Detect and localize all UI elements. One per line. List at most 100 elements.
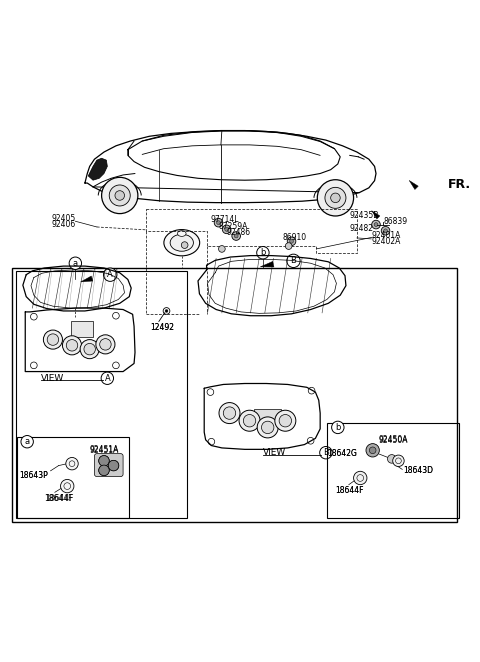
Text: 12492: 12492 bbox=[150, 322, 174, 332]
Text: 18642G: 18642G bbox=[327, 449, 357, 458]
Text: b: b bbox=[335, 423, 340, 432]
Text: 92450A: 92450A bbox=[378, 436, 408, 446]
Circle shape bbox=[374, 222, 378, 226]
Bar bbox=[12, 267, 457, 522]
Ellipse shape bbox=[164, 230, 200, 256]
Circle shape bbox=[223, 407, 236, 419]
Bar bbox=[16, 271, 187, 518]
Polygon shape bbox=[81, 276, 93, 282]
Circle shape bbox=[69, 257, 82, 269]
Circle shape bbox=[62, 336, 82, 355]
Circle shape bbox=[289, 240, 293, 243]
Circle shape bbox=[257, 417, 278, 438]
Circle shape bbox=[285, 243, 292, 250]
Text: 18643P: 18643P bbox=[19, 471, 48, 480]
Text: 92486: 92486 bbox=[227, 228, 251, 237]
Circle shape bbox=[47, 334, 59, 346]
Ellipse shape bbox=[170, 234, 193, 252]
Circle shape bbox=[384, 229, 387, 232]
Text: 18644F: 18644F bbox=[336, 487, 364, 495]
Polygon shape bbox=[372, 211, 380, 219]
Text: A: A bbox=[105, 374, 110, 383]
Text: 92405: 92405 bbox=[51, 214, 76, 223]
Circle shape bbox=[369, 447, 376, 453]
Circle shape bbox=[100, 339, 111, 350]
Circle shape bbox=[99, 465, 109, 475]
Circle shape bbox=[109, 185, 130, 206]
Text: 92450A: 92450A bbox=[378, 436, 408, 444]
Text: 18644F: 18644F bbox=[45, 495, 74, 504]
Circle shape bbox=[60, 479, 74, 493]
Circle shape bbox=[262, 421, 274, 434]
Ellipse shape bbox=[178, 230, 186, 236]
Circle shape bbox=[381, 226, 390, 235]
Text: 86910: 86910 bbox=[283, 234, 307, 242]
Circle shape bbox=[234, 234, 238, 238]
Circle shape bbox=[111, 463, 116, 469]
Polygon shape bbox=[260, 261, 274, 267]
Circle shape bbox=[66, 340, 78, 351]
Text: 97714L: 97714L bbox=[210, 215, 239, 224]
Text: 92401A: 92401A bbox=[371, 231, 401, 240]
Text: B: B bbox=[323, 448, 329, 457]
Circle shape bbox=[104, 268, 117, 281]
Text: 92406: 92406 bbox=[51, 220, 76, 228]
Circle shape bbox=[21, 436, 34, 448]
Circle shape bbox=[96, 335, 115, 354]
Circle shape bbox=[225, 228, 228, 231]
Circle shape bbox=[366, 444, 379, 457]
Text: 86839: 86839 bbox=[383, 216, 408, 226]
Text: B: B bbox=[290, 256, 296, 265]
FancyBboxPatch shape bbox=[95, 453, 123, 477]
Circle shape bbox=[108, 460, 119, 471]
Circle shape bbox=[101, 372, 114, 385]
Circle shape bbox=[287, 237, 296, 246]
Text: a: a bbox=[73, 259, 78, 267]
Text: 18643P: 18643P bbox=[20, 471, 48, 480]
Circle shape bbox=[279, 414, 291, 427]
Circle shape bbox=[222, 225, 231, 234]
Polygon shape bbox=[409, 181, 418, 189]
Text: a: a bbox=[24, 437, 30, 446]
Circle shape bbox=[115, 191, 124, 200]
Circle shape bbox=[387, 455, 396, 463]
Text: b: b bbox=[260, 248, 265, 258]
Circle shape bbox=[101, 458, 107, 463]
Bar bbox=[327, 422, 458, 518]
Circle shape bbox=[101, 467, 107, 473]
Circle shape bbox=[317, 179, 354, 216]
Circle shape bbox=[80, 340, 99, 359]
Text: 92451A: 92451A bbox=[90, 445, 119, 454]
Circle shape bbox=[43, 330, 62, 349]
Text: FR.: FR. bbox=[447, 177, 471, 191]
Circle shape bbox=[108, 460, 119, 471]
Circle shape bbox=[99, 455, 109, 466]
Text: 92402A: 92402A bbox=[371, 237, 401, 246]
Text: 92435B: 92435B bbox=[350, 211, 379, 220]
Circle shape bbox=[331, 193, 340, 203]
Circle shape bbox=[214, 218, 223, 227]
Circle shape bbox=[219, 402, 240, 424]
Circle shape bbox=[243, 414, 256, 427]
Circle shape bbox=[181, 242, 188, 248]
Text: 92451A: 92451A bbox=[90, 446, 119, 455]
Text: 18643D: 18643D bbox=[404, 466, 434, 475]
Circle shape bbox=[257, 246, 269, 259]
Circle shape bbox=[66, 457, 78, 470]
Circle shape bbox=[165, 310, 168, 312]
Circle shape bbox=[102, 177, 138, 214]
Circle shape bbox=[216, 220, 220, 224]
Text: A: A bbox=[108, 270, 113, 279]
Bar bbox=[254, 409, 281, 428]
Circle shape bbox=[287, 254, 300, 267]
Bar bbox=[17, 437, 129, 518]
Circle shape bbox=[218, 246, 225, 252]
Text: 12492: 12492 bbox=[150, 322, 174, 332]
Text: 18642G: 18642G bbox=[327, 449, 357, 457]
Circle shape bbox=[239, 410, 260, 431]
Text: 18643D: 18643D bbox=[404, 466, 434, 475]
Circle shape bbox=[393, 455, 404, 467]
Polygon shape bbox=[88, 158, 108, 180]
Circle shape bbox=[320, 446, 332, 459]
Text: 18644F: 18644F bbox=[44, 495, 73, 504]
